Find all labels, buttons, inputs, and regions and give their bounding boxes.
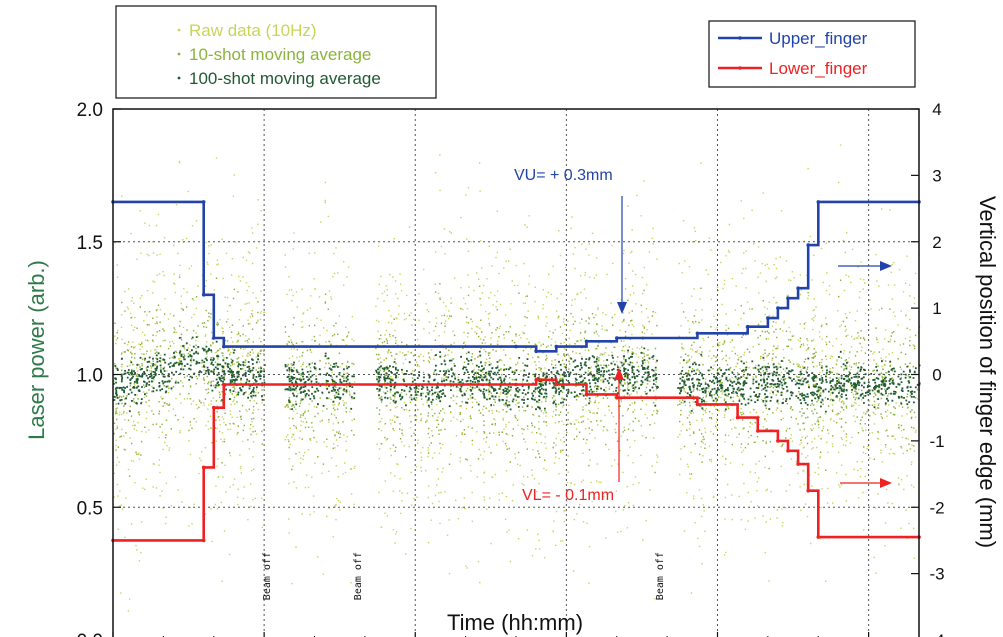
vu-annotation-text: VU= + 0.3mm	[514, 167, 613, 184]
plot-frame	[112, 108, 920, 637]
legend-right-frame	[708, 20, 916, 88]
series-point-upper-finger	[534, 349, 538, 354]
y-right-tick-label: 4	[932, 100, 941, 119]
legend-lower-label: Lower_finger	[769, 59, 868, 78]
y-left-tick-label: 1.5	[77, 233, 103, 254]
legend-left-frame	[115, 5, 437, 99]
y-right-tick-label: 1	[932, 299, 941, 318]
vu-annotation: VU= + 0.3mm	[514, 167, 627, 314]
x-axis-title: Time (hh:mm)	[447, 610, 583, 635]
series-point-upper-finger	[554, 344, 559, 349]
legend-lower-marker	[738, 66, 742, 70]
y-right-tick-label: 3	[932, 166, 941, 185]
series-point-lower-finger	[695, 402, 700, 407]
y-right-tick-label: -3	[929, 565, 944, 584]
series-point-lower-finger	[796, 462, 800, 466]
series-point-upper-finger	[615, 336, 619, 340]
series-point-upper-finger	[584, 339, 589, 344]
series-point-lower-finger	[554, 382, 559, 387]
series-point-lower-finger	[201, 465, 206, 470]
series-point-lower-finger	[756, 429, 760, 433]
ma10-scatter	[113, 276, 921, 477]
beam-off-label: Beam off	[655, 552, 666, 600]
series-point-lower-finger	[615, 395, 619, 400]
series-point-lower-finger	[201, 538, 206, 543]
series-point-lower-finger	[816, 535, 821, 539]
series-point-upper-finger	[796, 286, 800, 291]
lower-right-arrow-head	[880, 478, 892, 488]
series-point-upper-finger	[201, 200, 206, 204]
ma100-scatter	[113, 336, 921, 413]
legend-ma100-marker	[177, 76, 181, 80]
series-point-lower-finger	[735, 415, 740, 420]
upper-right-arrow-head	[880, 261, 892, 271]
right-axis-arrows	[838, 261, 892, 488]
legend-ma100-label: 100-shot moving average	[189, 69, 381, 88]
legend-raw-label: Raw data (10Hz)	[189, 21, 317, 40]
series-point-lower-finger	[212, 405, 216, 410]
y-right-tick-label: -4	[929, 631, 944, 637]
legend-right: Upper_finger Lower_finger	[708, 20, 916, 88]
beam-off-labels: Beam off Beam off Beam off	[262, 552, 666, 600]
legend-upper-marker	[738, 36, 742, 40]
y-right-tick-label: -1	[929, 432, 944, 451]
y-left-tick-label: 1.0	[77, 366, 103, 387]
legend-upper-label: Upper_finger	[769, 29, 868, 48]
series-point-upper-finger	[766, 316, 770, 320]
series-point-lower-finger	[222, 382, 226, 387]
finger-series	[111, 200, 921, 543]
series-point-lower-finger	[584, 392, 589, 397]
y-right-tick-label: -2	[929, 498, 944, 517]
series-point-lower-finger	[776, 439, 780, 443]
series-point-lower-finger	[514, 382, 518, 387]
axis-ticks: 12:0012:1512:3012:4513:0013:150.00.51.01…	[77, 100, 945, 637]
y-left-tick-label: 2.0	[77, 100, 103, 121]
y-right-tick-label: 2	[932, 233, 941, 252]
series-point-upper-finger	[201, 293, 206, 297]
raw-data-scatter	[113, 144, 921, 612]
series-point-upper-finger	[514, 344, 518, 349]
series-line-upper-finger	[113, 200, 919, 353]
series-line-lower-finger	[113, 378, 919, 542]
series-point-lower-finger	[786, 449, 790, 453]
series-point-upper-finger	[816, 200, 821, 204]
legend-raw-marker	[177, 28, 181, 32]
series-point-upper-finger	[776, 306, 780, 310]
legend-left: Raw data (10Hz) 10-shot moving average 1…	[115, 5, 437, 99]
legend-ma10-label: 10-shot moving average	[189, 45, 371, 64]
vl-arrow-head	[614, 368, 624, 380]
legend-ma10-marker	[177, 52, 181, 56]
series-point-upper-finger	[212, 336, 216, 340]
gridlines	[113, 109, 919, 637]
raw-data-points	[113, 144, 921, 612]
vu-arrow-head	[617, 302, 627, 314]
y-left-tick-label: 0.0	[77, 631, 103, 637]
vl-annotation-text: VL= - 0.1mm	[522, 487, 614, 504]
y-left-tick-label: 0.5	[77, 498, 103, 519]
vl-annotation: VL= - 0.1mm	[522, 368, 624, 504]
beam-off-label: Beam off	[353, 552, 364, 600]
series-point-lower-finger	[534, 378, 538, 382]
series-point-upper-finger	[745, 324, 750, 329]
y-right-tick-label: 0	[932, 366, 941, 385]
series-point-upper-finger	[695, 331, 700, 336]
y-axis-title-left: Laser power (arb.)	[24, 260, 49, 440]
series-point-lower-finger	[806, 488, 810, 493]
y-axis-title-right: Vertical position of finger edge (mm)	[975, 196, 1000, 548]
series-point-upper-finger	[222, 344, 226, 349]
series-point-upper-finger	[786, 296, 790, 301]
series-point-upper-finger	[806, 243, 810, 247]
beam-off-label: Beam off	[262, 552, 273, 600]
